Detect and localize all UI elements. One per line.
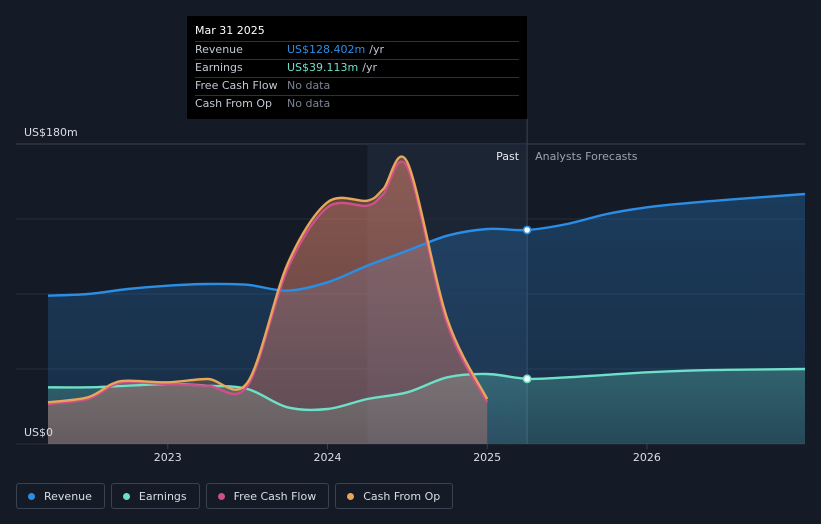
legend-dot-icon — [217, 492, 225, 500]
forecast-label: Analysts Forecasts — [535, 150, 638, 163]
tooltip-label: Cash From Op — [195, 97, 273, 110]
tooltip-label: Revenue — [195, 43, 243, 56]
tooltip-row-free-cash-flow: Free Cash Flow No data — [195, 77, 519, 95]
tooltip-row-cash-from-op: Cash From Op No data — [195, 95, 519, 113]
legend-item-free-cash-flow[interactable]: Free Cash Flow — [205, 483, 330, 509]
series-areas — [48, 156, 805, 444]
legend-item-earnings[interactable]: Earnings — [110, 483, 200, 509]
tooltip-label: Free Cash Flow — [195, 79, 278, 92]
legend-item-cash-from-op[interactable]: Cash From Op — [335, 483, 454, 509]
chart-legend: Revenue Earnings Free Cash Flow Cash Fro… — [16, 483, 454, 511]
tooltip-row-revenue: Revenue US$128.402m /yr — [195, 41, 519, 59]
y-tick-label-max: US$180m — [24, 126, 78, 139]
data-tooltip: Mar 31 2025 Revenue US$128.402m /yr Earn… — [187, 16, 527, 119]
x-tick-label: 2026 — [633, 451, 661, 464]
tooltip-date: Mar 31 2025 — [195, 24, 265, 37]
legend-dot-icon — [347, 492, 355, 500]
axis-labels: US$180m US$0 2023 2024 2025 2026 Past Analysts … — [24, 126, 661, 464]
tooltip-unit: /yr — [369, 43, 384, 56]
revenue-line — [47, 192, 806, 297]
tooltip-value: No data — [287, 97, 331, 110]
series-lines — [47, 155, 806, 412]
cash-from-op-area — [48, 156, 488, 444]
tooltip-label: Earnings — [195, 61, 243, 74]
tooltip-value: US$128.402m — [287, 43, 366, 56]
legend-label: Cash From Op — [363, 489, 441, 503]
tooltip-value: No data — [287, 79, 331, 92]
tooltip-unit: /yr — [362, 61, 377, 74]
tooltip-row-earnings: Earnings US$39.113m /yr — [195, 59, 519, 77]
revenue-marker — [522, 225, 532, 235]
tooltip-value: US$39.113m — [287, 61, 359, 74]
legend-dot-icon — [28, 492, 35, 500]
legend-item-revenue[interactable]: Revenue — [16, 483, 105, 509]
legend-label: Earnings — [138, 489, 187, 503]
x-tick-label: 2023 — [154, 451, 182, 464]
x-tick-label: 2025 — [473, 451, 501, 464]
earnings-marker — [522, 374, 532, 384]
legend-label: Free Cash Flow — [233, 489, 317, 503]
legend-dot-icon — [122, 492, 130, 500]
earnings-revenue-chart: US$180m US$0 2023 2024 2025 2026 Past Analysts … — [16, 119, 806, 464]
series-markers — [522, 225, 532, 384]
legend-label: Revenue — [44, 489, 92, 503]
x-tick-label: 2024 — [313, 451, 341, 464]
past-label: Past — [496, 150, 520, 163]
cash-from-op-line — [47, 155, 489, 404]
y-tick-label-min: US$0 — [24, 426, 53, 439]
